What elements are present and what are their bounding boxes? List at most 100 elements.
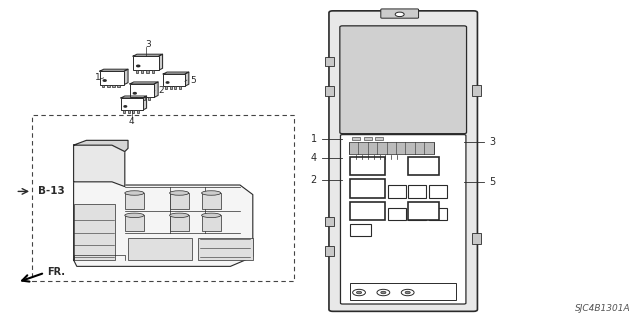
Text: 1: 1 xyxy=(95,73,100,82)
Bar xyxy=(350,224,371,236)
Bar xyxy=(175,86,177,89)
Bar xyxy=(364,137,372,140)
Bar xyxy=(143,97,145,100)
FancyBboxPatch shape xyxy=(329,11,477,311)
Bar xyxy=(429,208,447,220)
Bar xyxy=(388,185,406,198)
Bar xyxy=(325,86,334,96)
Polygon shape xyxy=(100,69,128,71)
Bar xyxy=(102,85,104,87)
Bar xyxy=(350,283,456,300)
Bar xyxy=(163,74,185,86)
Bar xyxy=(352,137,360,140)
Circle shape xyxy=(401,289,414,296)
Ellipse shape xyxy=(125,213,144,218)
Text: 5: 5 xyxy=(490,177,496,187)
Polygon shape xyxy=(185,72,189,86)
Bar xyxy=(375,137,383,140)
Bar xyxy=(325,217,334,226)
Bar xyxy=(132,110,134,113)
Bar xyxy=(141,70,143,73)
Bar xyxy=(147,70,148,73)
Bar xyxy=(132,97,134,100)
Ellipse shape xyxy=(202,191,221,195)
Bar xyxy=(113,85,115,87)
Bar xyxy=(32,115,294,281)
Bar xyxy=(350,202,385,220)
Text: 1: 1 xyxy=(310,134,317,144)
Circle shape xyxy=(381,291,386,294)
Circle shape xyxy=(377,289,390,296)
Bar xyxy=(125,215,144,231)
Circle shape xyxy=(137,65,140,67)
Circle shape xyxy=(405,291,410,294)
Text: 3: 3 xyxy=(145,40,150,48)
Polygon shape xyxy=(154,82,158,97)
Bar xyxy=(118,85,120,87)
Bar xyxy=(108,85,109,87)
Bar xyxy=(170,86,172,89)
Bar xyxy=(408,185,426,198)
Text: FR.: FR. xyxy=(47,267,65,277)
Text: 4: 4 xyxy=(129,117,134,126)
FancyBboxPatch shape xyxy=(340,26,467,134)
Bar xyxy=(408,157,439,175)
Polygon shape xyxy=(124,69,128,85)
Ellipse shape xyxy=(125,191,144,195)
Polygon shape xyxy=(74,145,125,187)
Bar xyxy=(128,238,192,260)
Bar xyxy=(325,56,334,66)
Bar xyxy=(130,84,154,97)
Text: SJC4B1301A: SJC4B1301A xyxy=(575,304,630,313)
Bar xyxy=(429,185,447,198)
Bar xyxy=(148,97,150,100)
Text: 2: 2 xyxy=(310,175,317,185)
Ellipse shape xyxy=(170,213,189,218)
Bar xyxy=(472,233,481,244)
Bar xyxy=(136,70,138,73)
Bar xyxy=(100,71,124,85)
Bar xyxy=(138,97,140,100)
Bar xyxy=(165,86,167,89)
Polygon shape xyxy=(74,140,128,152)
Bar xyxy=(202,215,221,231)
Circle shape xyxy=(103,80,106,81)
Bar xyxy=(408,208,426,220)
Circle shape xyxy=(353,289,365,296)
Text: 4: 4 xyxy=(310,153,317,163)
Text: B-13: B-13 xyxy=(38,186,65,197)
Bar xyxy=(123,110,125,113)
Bar xyxy=(202,193,221,209)
Text: 3: 3 xyxy=(490,137,496,147)
Bar xyxy=(350,157,385,175)
Polygon shape xyxy=(163,72,189,74)
Bar xyxy=(408,202,439,220)
Circle shape xyxy=(166,82,169,83)
Circle shape xyxy=(124,106,127,107)
Bar xyxy=(137,110,139,113)
Bar xyxy=(388,208,406,220)
Polygon shape xyxy=(143,96,147,110)
Bar xyxy=(170,215,189,231)
Bar xyxy=(350,179,385,198)
Ellipse shape xyxy=(170,191,189,195)
Bar xyxy=(133,56,159,70)
Bar xyxy=(472,85,481,96)
Circle shape xyxy=(133,93,136,94)
Polygon shape xyxy=(121,96,147,98)
Text: 2: 2 xyxy=(158,86,164,95)
Text: 5: 5 xyxy=(190,76,196,85)
Bar xyxy=(198,238,253,260)
Bar xyxy=(179,86,181,89)
Polygon shape xyxy=(74,145,253,266)
FancyBboxPatch shape xyxy=(340,135,466,304)
Bar xyxy=(121,98,143,110)
Bar xyxy=(125,193,144,209)
Polygon shape xyxy=(133,54,163,56)
Bar xyxy=(325,247,334,256)
Bar xyxy=(128,110,130,113)
Circle shape xyxy=(395,12,404,17)
Ellipse shape xyxy=(202,213,221,218)
Bar xyxy=(349,142,434,154)
Polygon shape xyxy=(130,82,158,84)
